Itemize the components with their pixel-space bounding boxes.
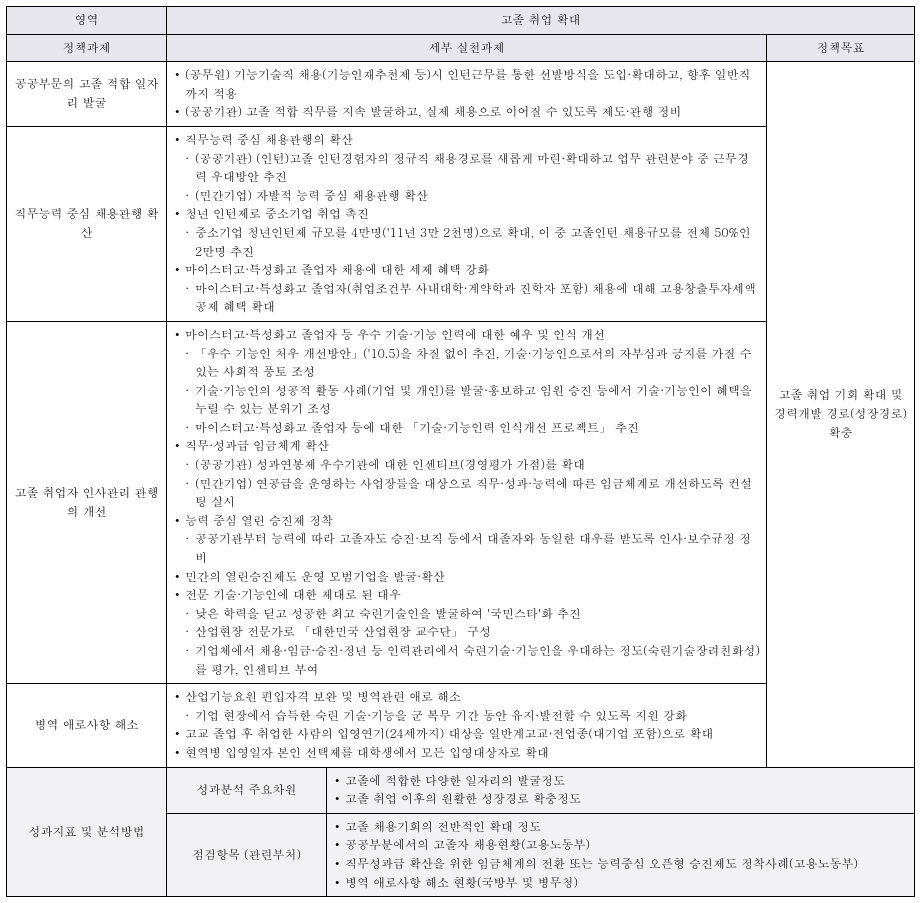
detail-list: (공무원) 기능기술직 채용(기능인재추천제 등)시 인턴근무를 통한 선발방식… [173,66,760,122]
list-item: 직무능력 중심 채용관행의 확산 [173,131,760,150]
list-item: (민간기업) 연공급을 운영하는 사업장들을 대상으로 직무·성과·능력에 따른… [173,475,760,512]
list-item: 직무성과급 확산을 위한 임금체계의 전환 또는 능력중심 오픈형 승진제도 정… [333,855,908,874]
list-item: 고졸에 적합한 다양한 일자리의 발굴정도 [333,772,908,791]
list-item: 낮은 학력을 딛고 성공한 최고 숙련기술인을 발굴하여 '국민스타'화 추진 [173,605,760,624]
list-item: (민간기업) 자발적 능력 중심 채용관행 확산 [173,187,760,206]
hdr-area: 영역 [7,7,167,35]
hdr-detail: 세부 실천과제 [167,34,767,62]
hdr-area-value: 고졸 취업 확대 [167,7,915,35]
detail-list: 산업기능요원 편입자격 보완 및 병역관련 애로 해소기업 현장에서 습득한 숙… [173,688,760,762]
task-label: 공공부문의 고졸 적합 일자리 발굴 [7,62,167,127]
list-item: (공공기관) 성과연봉제 우수기관에 대한 인센티브(경영평가 가점)를 확대 [173,456,760,475]
task-label: 직무능력 중심 채용관행 확산 [7,126,167,321]
task-detail: 산업기능요원 편입자격 보완 및 병역관련 애로 해소기업 현장에서 습득한 숙… [167,684,767,767]
detail-list: 마이스터고·특성화고 졸업자 등 우수 기술·기능 인력에 대한 예우 및 인식… [173,326,760,679]
goal-label: 고졸 취업 기회 확대 및 경력개발 경로(성장경로) 확충 [767,62,915,767]
list-item: 고졸 취업 이후의 원활한 성장경로 확충정도 [333,790,908,809]
list-item: 고교 졸업 후 취업한 사람의 입영연기(24세까지) 대상을 일반계고교·전업… [173,725,760,744]
list-item: (공공기관) (인턴)고졸 인턴경험자의 정규직 채용경로를 새롭게 마련·확대… [173,150,760,187]
list-item: 병역 애로사항 해소 현황(국방부 및 병무청) [333,874,908,893]
list-item: 능력 중심 열린 승진제 정착 [173,512,760,531]
detail-list: 고졸에 적합한 다양한 일자리의 발굴정도고졸 취업 이후의 원활한 성장경로 … [333,772,908,809]
list-item: 공공부분에서의 고졸자 채용현황(고용노동부) [333,836,908,855]
list-item: 청년 인턴제로 중소기업 취업 촉진 [173,205,760,224]
task-detail: 마이스터고·특성화고 졸업자 등 우수 기술·기능 인력에 대한 예우 및 인식… [167,321,767,683]
list-item: 산업현장 전문가로 「대한민국 산업현장 교수단」 구성 [173,623,760,642]
list-item: 민간의 열린승진제도 운영 모범기업을 발굴·확산 [173,568,760,587]
list-item: 산업기능요원 편입자격 보완 및 병역관련 애로 해소 [173,688,760,707]
bottom-label: 성과지표 및 분석방법 [7,767,167,897]
list-item: 마이스터고·특성화고 졸업자(취업조건부 사내대학·계약학과 진학자 포함) 채… [173,280,760,317]
list-item: 기업 현장에서 습득한 숙련 기술·기능을 군 복무 기간 동안 유지·발전할 … [173,707,760,726]
task-label: 고졸 취업자 인사관리 관행의 개선 [7,321,167,683]
list-item: 고졸 채용기회의 전반적인 확대 정도 [333,818,908,837]
hdr-goal: 정책목표 [767,34,915,62]
header-row-2: 정책과제 세부 실천과제 정책목표 [7,34,915,62]
list-item: 「우수 기능인 처우 개선방안」('10.5)을 차질 없이 추진, 기술·기능… [173,345,760,382]
bottom-r2-label: 점검항목 (관련부처) [167,813,327,896]
hdr-task: 정책과제 [7,34,167,62]
list-item: 직무·성과급 임금체계 확산 [173,437,760,456]
header-row-1: 영역 고졸 취업 확대 [7,7,915,35]
table-row: 성과지표 및 분석방법 성과분석 주요차원 고졸에 적합한 다양한 일자리의 발… [7,767,915,813]
list-item: 마이스터고·특성화고 졸업자 등 우수 기술·기능 인력에 대한 예우 및 인식… [173,326,760,345]
detail-list: 직무능력 중심 채용관행의 확산(공공기관) (인턴)고졸 인턴경험자의 정규직… [173,131,760,317]
policy-table: 영역 고졸 취업 확대 정책과제 세부 실천과제 정책목표 공공부문의 고졸 적… [6,6,915,897]
list-item: 기업체에서 채용·임금·승진·정년 등 인력관리에서 숙련기술·기능인을 우대하… [173,642,760,679]
task-detail: (공무원) 기능기술직 채용(기능인재추천제 등)시 인턴근무를 통한 선발방식… [167,62,767,127]
table-row: 공공부문의 고졸 적합 일자리 발굴 (공무원) 기능기술직 채용(기능인재추천… [7,62,915,127]
list-item: 마이스터고·특성화고 졸업자 채용에 대한 세제 혜택 강화 [173,261,760,280]
list-item: 공공기관부터 능력에 따라 고졸자도 승진·보직 등에서 대졸자와 동일한 대우… [173,530,760,567]
detail-list: 고졸 채용기회의 전반적인 확대 정도공공부분에서의 고졸자 채용현황(고용노동… [333,818,908,892]
list-item: (공공기관) 고졸 적합 직무를 지속 발굴하고, 실제 채용으로 이어질 수 … [173,103,760,122]
list-item: 기술·기능인의 성공적 활동 사례(기업 및 개인)를 발굴·홍보하고 임원 승… [173,382,760,419]
bottom-r1-detail: 고졸에 적합한 다양한 일자리의 발굴정도고졸 취업 이후의 원활한 성장경로 … [327,767,915,813]
bottom-r2-detail: 고졸 채용기회의 전반적인 확대 정도공공부분에서의 고졸자 채용현황(고용노동… [327,813,915,896]
list-item: 전문 기술·기능인에 대한 제대로 된 대우 [173,586,760,605]
task-detail: 직무능력 중심 채용관행의 확산(공공기관) (인턴)고졸 인턴경험자의 정규직… [167,126,767,321]
list-item: 마이스터고·특성화고 졸업자 등에 대한 「기술·기능인력 인식개선 프로젝트」… [173,419,760,438]
list-item: 현역병 입영일자 본인 선택제를 대학생에서 모든 입영대상자로 확대 [173,744,760,763]
list-item: 중소기업 청년인턴제 규모를 4만명('11년 3만 2천명)으로 확대, 이 … [173,224,760,261]
list-item: (공무원) 기능기술직 채용(기능인재추천제 등)시 인턴근무를 통한 선발방식… [173,66,760,103]
bottom-r1-label: 성과분석 주요차원 [167,767,327,813]
task-label: 병역 애로사항 해소 [7,684,167,767]
